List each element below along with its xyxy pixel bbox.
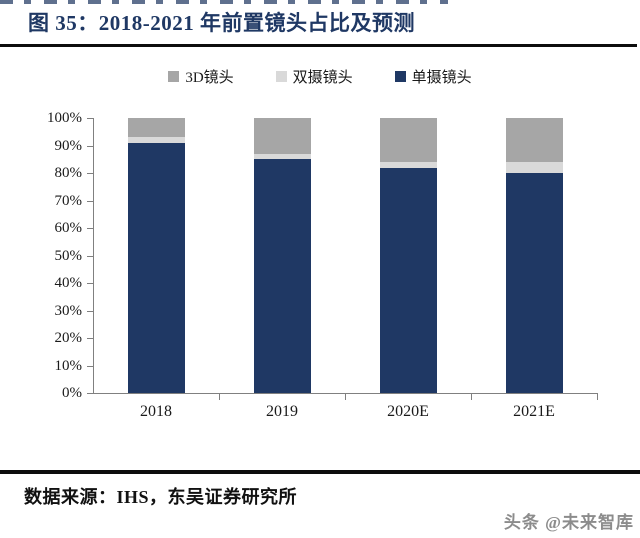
cropped-text-remnant [0, 0, 448, 4]
x-category-label: 2021E [513, 403, 555, 420]
watermark: 头条 @未来智库 [503, 513, 634, 532]
y-tick-mark [87, 118, 93, 119]
y-tick-label: 10% [54, 357, 83, 374]
bar-segment-单摄镜头 [127, 142, 185, 393]
bar-segment-3D镜头 [253, 118, 311, 154]
y-tick-mark [87, 338, 93, 339]
bar-segment-双摄镜头 [379, 162, 437, 168]
y-tick-mark [87, 310, 93, 312]
stacked-bar-chart: 100% 90% 80% 70% 60% 50% 40% 30% 20% 10% 0% 2018 201… [47, 110, 598, 420]
title-divider [0, 44, 637, 47]
legend-swatch-icon [394, 71, 406, 82]
legend-item-0: 3D镜头 [168, 66, 234, 87]
footer-divider [0, 470, 640, 474]
bar-2020E [379, 118, 437, 393]
bar-segment-双摄镜头 [253, 153, 311, 160]
x-category-label: 2018 [140, 403, 172, 420]
y-tick-label: 40% [54, 275, 83, 291]
bar-segment-3D镜头 [379, 118, 437, 162]
y-tick-label: 20% [54, 330, 83, 346]
y-tick-mark [87, 173, 93, 174]
bar-segment-双摄镜头 [127, 137, 185, 143]
bar-2019 [253, 118, 311, 393]
x-tick-mark [345, 394, 346, 400]
y-tick-label: 60% [54, 220, 83, 236]
bar-segment-双摄镜头 [505, 162, 563, 173]
y-tick-label: 100% [47, 110, 82, 126]
bar-segment-3D镜头 [127, 118, 185, 138]
y-tick-label: 80% [54, 165, 83, 181]
legend-label: 单摄镜头 [411, 70, 472, 86]
y-tick-mark [87, 393, 93, 394]
y-tick-mark [87, 145, 93, 147]
y-tick-label: 0% [62, 385, 82, 401]
y-tick-label: 70% [54, 192, 83, 209]
y-axis-line [93, 118, 94, 394]
y-tick-label: 30% [54, 302, 83, 319]
legend-item-1: 双摄镜头 [275, 66, 353, 87]
y-tick-mark [87, 365, 93, 367]
y-tick-mark [87, 200, 93, 202]
legend-swatch-icon [168, 71, 180, 82]
x-tick-mark [597, 394, 598, 400]
x-tick-mark [471, 394, 472, 400]
chart-legend: 3D镜头 双摄镜头 单摄镜头 [0, 66, 640, 87]
x-category-label: 2020E [387, 403, 429, 420]
source-note: 数据来源：IHS，东吴证券研究所 [24, 487, 298, 507]
bar-segment-3D镜头 [505, 118, 563, 162]
x-axis-line [93, 393, 598, 394]
legend-swatch-icon [275, 71, 287, 82]
bar-segment-单摄镜头 [253, 159, 311, 393]
bar-segment-单摄镜头 [379, 167, 437, 393]
bar-2021E [505, 118, 563, 393]
y-tick-mark [87, 283, 93, 284]
x-category-label: 2019 [266, 403, 298, 420]
legend-label: 双摄镜头 [292, 70, 353, 86]
y-tick-label: 50% [54, 247, 83, 264]
bar-segment-单摄镜头 [505, 173, 563, 393]
legend-label: 3D镜头 [185, 70, 234, 86]
bar-2018 [127, 118, 185, 393]
figure-title: 图 35：2018-2021 年前置镜头占比及预测 [28, 11, 415, 35]
y-tick-label: 90% [54, 137, 83, 154]
legend-item-2: 单摄镜头 [394, 66, 472, 87]
y-tick-mark [87, 255, 93, 257]
x-tick-mark [219, 394, 220, 400]
y-tick-mark [87, 228, 93, 229]
